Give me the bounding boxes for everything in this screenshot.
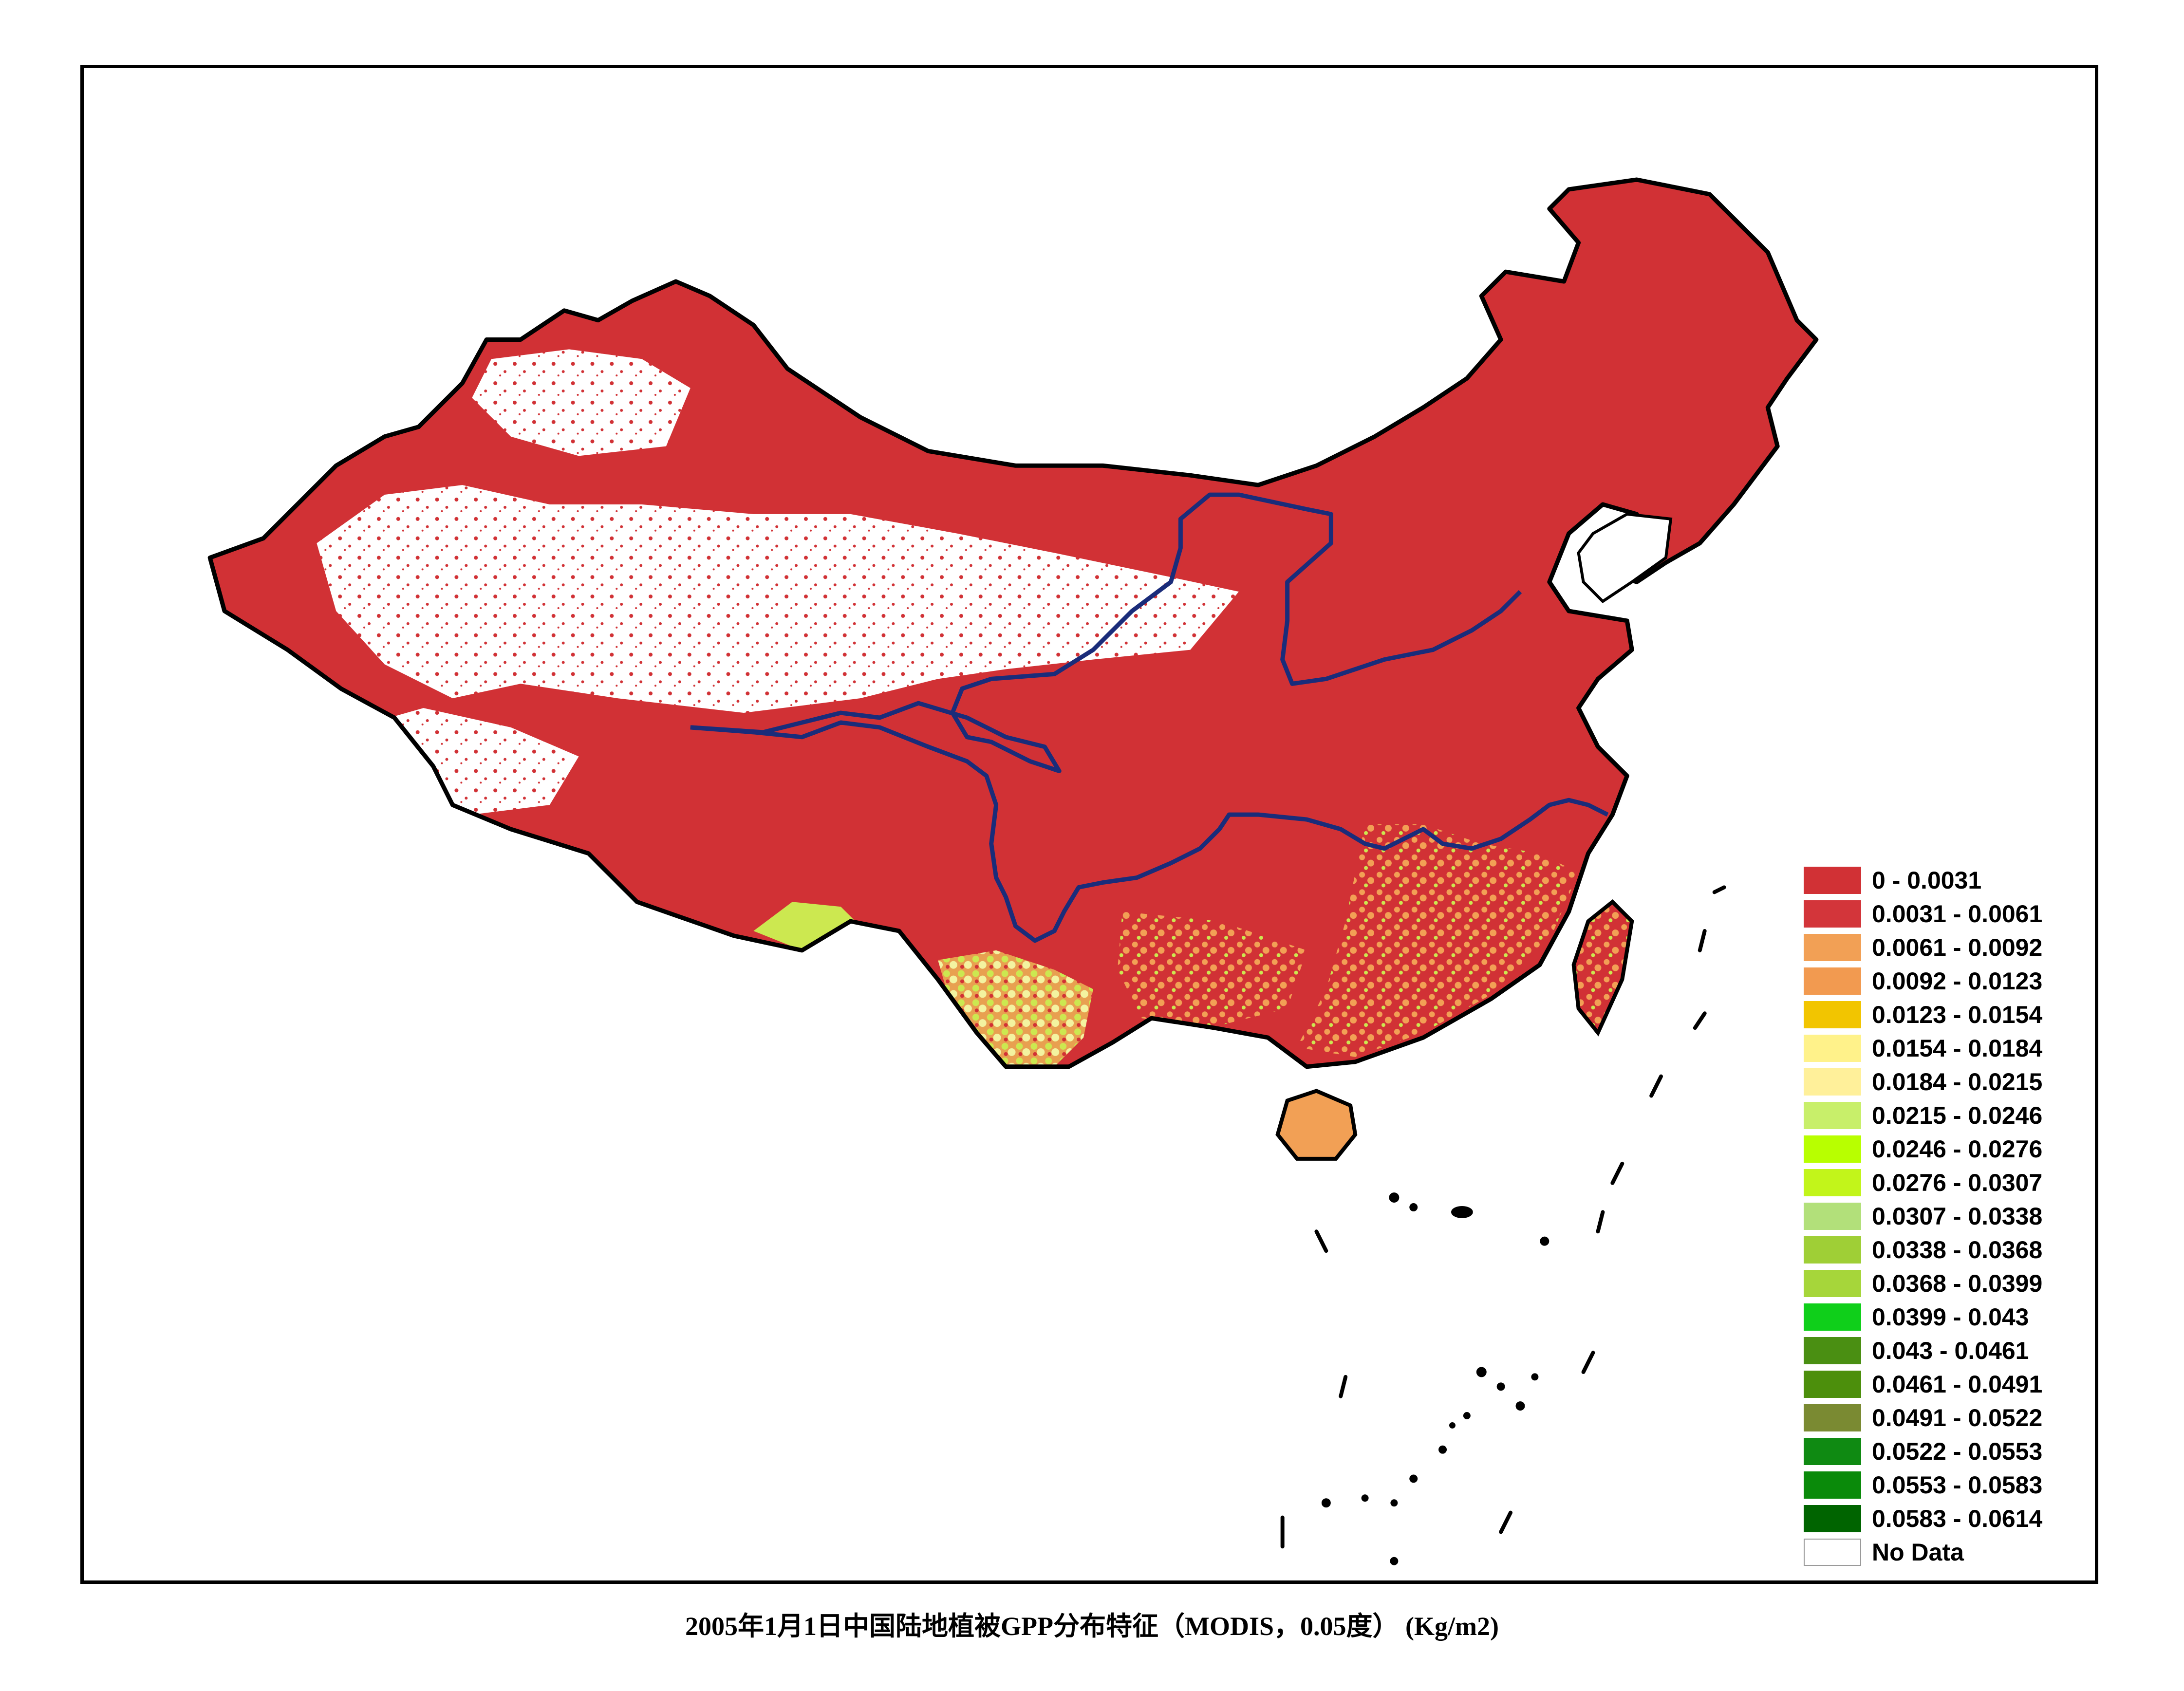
legend-item: 0.0184 - 0.0215 [1804,1065,2096,1098]
legend-item: 0 - 0.0031 [1804,863,2096,897]
legend-label: 0.0368 - 0.0399 [1872,1269,2043,1297]
legend-label: 0.0307 - 0.0338 [1872,1202,2043,1230]
legend-label: 0.0276 - 0.0307 [1872,1169,2043,1196]
legend-label: 0.0031 - 0.0061 [1872,900,2043,928]
tibet-south-edge-gpp [753,902,860,950]
china-gpp-map [207,177,1819,1565]
legend-swatch [1804,1437,1861,1465]
legend-item: 0.0583 - 0.0614 [1804,1502,2096,1535]
legend-item: 0.0368 - 0.0399 [1804,1266,2096,1300]
no-data-desert-area [317,485,1239,713]
legend-label: 0.0215 - 0.0246 [1872,1101,2043,1129]
south-china-sea-islands [1280,885,1726,1565]
legend-label: 0.0583 - 0.0614 [1872,1505,2043,1532]
legend-swatch [1804,1471,1861,1499]
legend-swatch [1804,1303,1861,1331]
legend-label: 0.0061 - 0.0092 [1872,933,2043,961]
no-data-north-xinjiang [472,349,691,456]
legend-swatch [1804,1404,1861,1431]
hainan-island [1275,1089,1358,1161]
legend-label: 0.0461 - 0.0491 [1872,1370,2043,1398]
map-frame: 0 - 0.0031 0.0031 - 0.0061 0.0061 - 0.0092… [80,65,2098,1584]
legend-swatch [1804,1001,1861,1028]
taiwan-island [1571,899,1634,1037]
yellow-river [690,492,1522,773]
legend-swatch [1804,1202,1861,1230]
south-china-mixed-gpp [1297,824,1579,1057]
map-caption: 2005年1月1日中国陆地植被GPP分布特征（MODIS，0.05度） (Kg/… [685,1612,1499,1641]
legend-swatch [1804,1337,1861,1364]
mainland-fill [210,179,1816,1067]
legend-item: 0.0031 - 0.0061 [1804,897,2096,930]
legend-item: 0.043 - 0.0461 [1804,1334,2096,1367]
legend-item: 0.0522 - 0.0553 [1804,1434,2096,1468]
bohai-sea [1577,512,1673,603]
legend-swatch [1804,866,1861,894]
legend-label: No Data [1872,1538,1964,1566]
legend-label: 0.0092 - 0.0123 [1872,967,2043,995]
legend-swatch [1804,1370,1861,1398]
legend-swatch [1804,1101,1861,1129]
legend-item: No Data [1804,1535,2096,1569]
legend-item: 0.0491 - 0.0522 [1804,1401,2096,1434]
legend-swatch [1804,933,1861,961]
legend-swatch [1804,1169,1861,1196]
legend-swatch [1804,900,1861,928]
legend-item: 0.0338 - 0.0368 [1804,1233,2096,1266]
legend-label: 0.0338 - 0.0368 [1872,1236,2043,1264]
legend-swatch [1804,967,1861,995]
legend-item: 0.0123 - 0.0154 [1804,998,2096,1031]
legend-label: 0.0246 - 0.0276 [1872,1135,2043,1163]
legend-item: 0.0092 - 0.0123 [1804,964,2096,998]
legend-label: 0.0154 - 0.0184 [1872,1034,2043,1062]
legend-label: 0.0522 - 0.0553 [1872,1437,2043,1465]
legend-swatch [1804,1068,1861,1096]
legend-swatch [1804,1135,1861,1163]
legend-label: 0.043 - 0.0461 [1872,1337,2029,1364]
legend-swatch [1804,1269,1861,1297]
legend-label: 0.0399 - 0.043 [1872,1303,2029,1331]
legend-label: 0.0491 - 0.0522 [1872,1404,2043,1431]
legend-label: 0.0553 - 0.0583 [1872,1471,2043,1499]
legend-item: 0.0307 - 0.0338 [1804,1199,2096,1233]
legend-item: 0.0276 - 0.0307 [1804,1166,2096,1199]
legend-item: 0.0154 - 0.0184 [1804,1031,2096,1065]
mainland-border [207,177,1819,1069]
legend-swatch [1804,1034,1861,1062]
legend-item: 0.0553 - 0.0583 [1804,1468,2096,1502]
legend-swatch [1804,1505,1861,1532]
legend-item: 0.0215 - 0.0246 [1804,1098,2096,1132]
legend-item: 0.0461 - 0.0491 [1804,1367,2096,1401]
legend-item: 0.0399 - 0.043 [1804,1300,2096,1334]
south-coastal-mixed-gpp [1117,911,1307,1028]
yangtze-river [690,720,1609,943]
legend-swatch [1804,1236,1861,1264]
legend: 0 - 0.0031 0.0031 - 0.0061 0.0061 - 0.0092… [1804,863,2096,1569]
legend-item: 0.0246 - 0.0276 [1804,1132,2096,1166]
legend-label: 0 - 0.0031 [1872,866,1982,894]
legend-label: 0.0184 - 0.0215 [1872,1068,2043,1096]
legend-swatch [1804,1538,1861,1566]
legend-item: 0.0061 - 0.0092 [1804,930,2096,964]
legend-label: 0.0123 - 0.0154 [1872,1001,2043,1028]
